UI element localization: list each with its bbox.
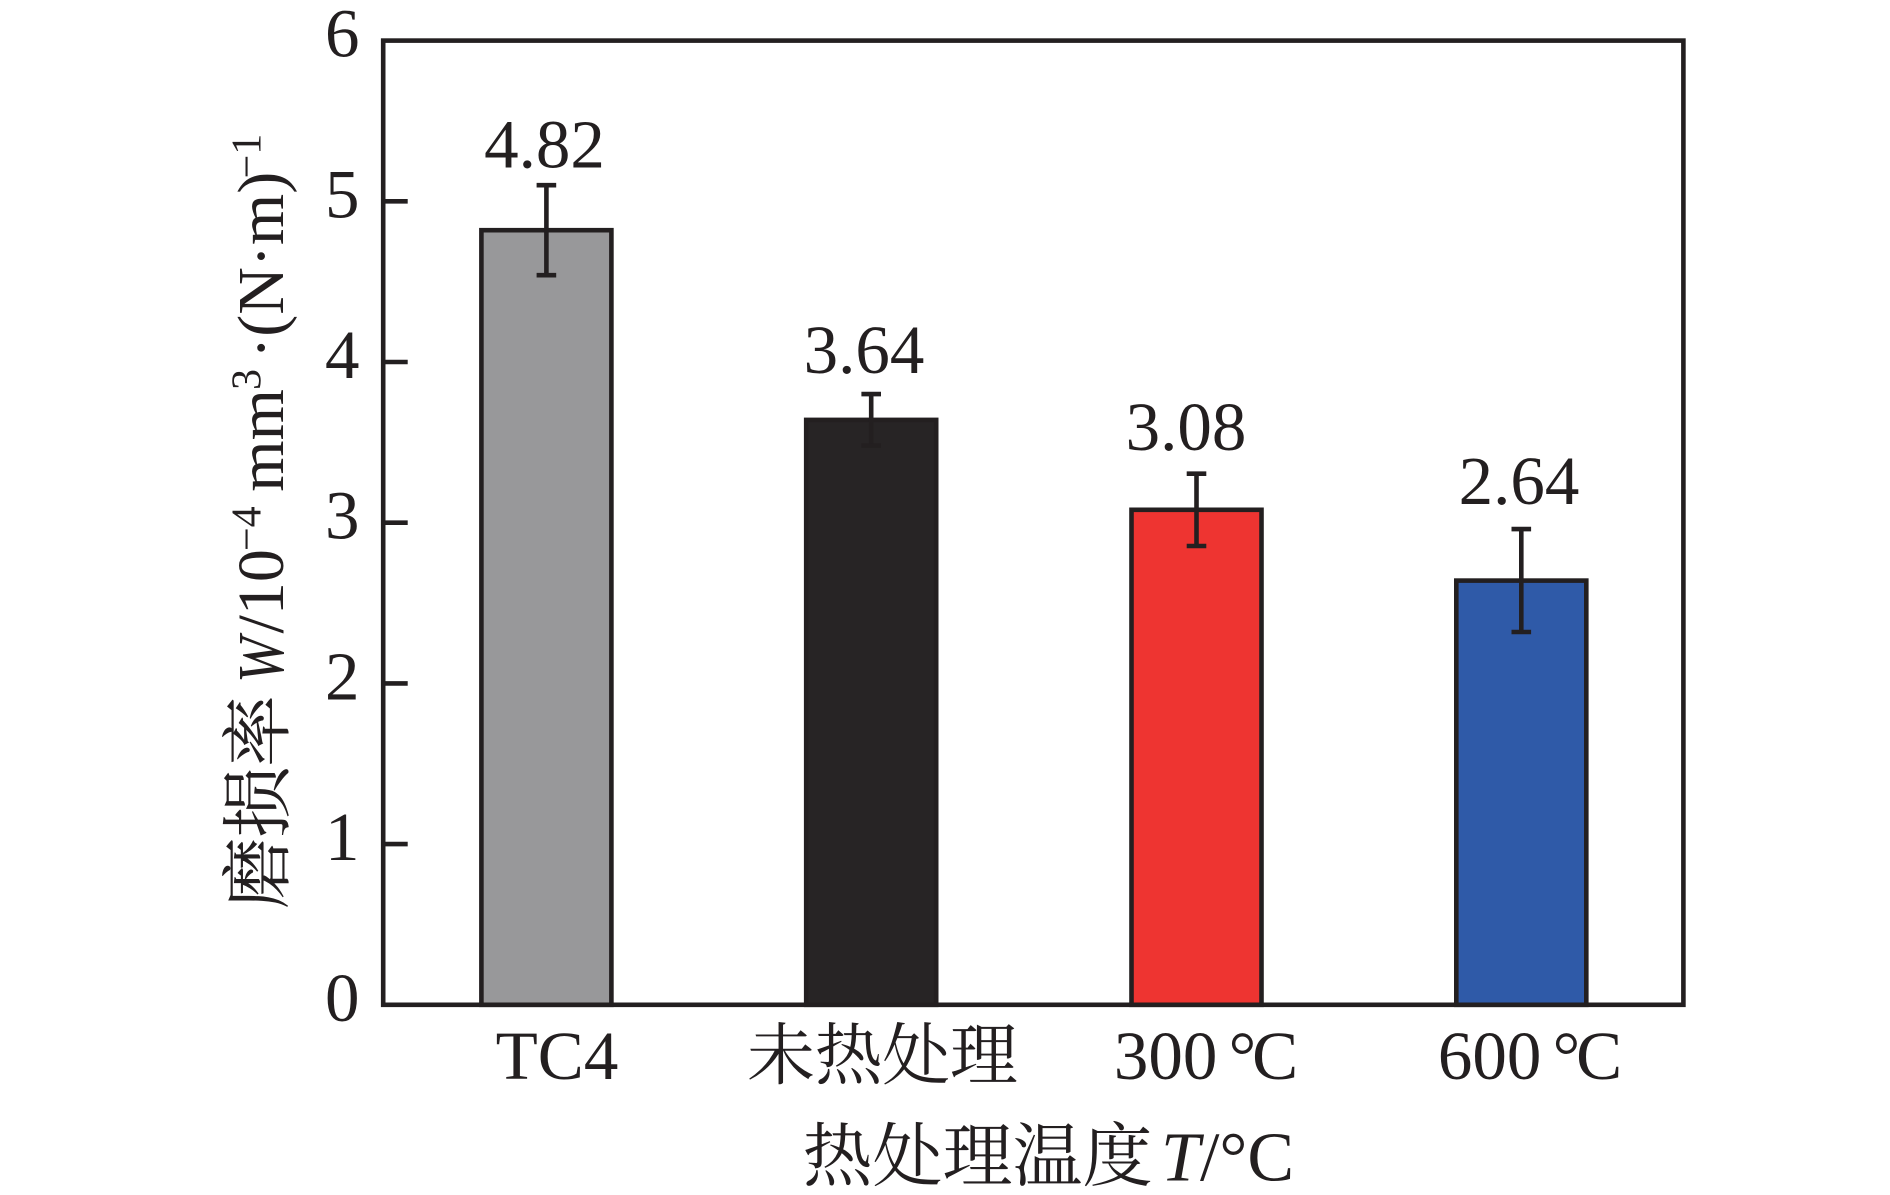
svg-text:4: 4 — [325, 317, 360, 393]
svg-text:·(N·m): ·(N·m) — [225, 172, 298, 359]
svg-text:600 °C: 600 °C — [1438, 1018, 1622, 1094]
svg-text:2: 2 — [325, 638, 360, 714]
svg-text:3: 3 — [325, 478, 360, 554]
svg-text:1: 1 — [325, 799, 360, 875]
svg-text:3.08: 3.08 — [1126, 389, 1247, 465]
svg-text:W: W — [226, 632, 299, 683]
svg-text:2.64: 2.64 — [1459, 443, 1580, 519]
svg-text:3.64: 3.64 — [804, 312, 925, 388]
svg-text:0: 0 — [325, 960, 360, 1036]
svg-text:mm: mm — [225, 389, 298, 492]
svg-text:T/°C: T/°C — [1161, 1120, 1294, 1195]
svg-text:4.82: 4.82 — [484, 107, 605, 183]
svg-text:−4: −4 — [225, 506, 271, 551]
svg-text:6: 6 — [325, 0, 360, 72]
svg-text:TC4: TC4 — [496, 1018, 619, 1094]
svg-text:300 °C: 300 °C — [1114, 1018, 1298, 1094]
svg-text:5: 5 — [325, 156, 360, 232]
svg-text:/10: /10 — [225, 549, 298, 633]
svg-text:−1: −1 — [225, 134, 271, 179]
svg-text:3: 3 — [225, 369, 271, 390]
